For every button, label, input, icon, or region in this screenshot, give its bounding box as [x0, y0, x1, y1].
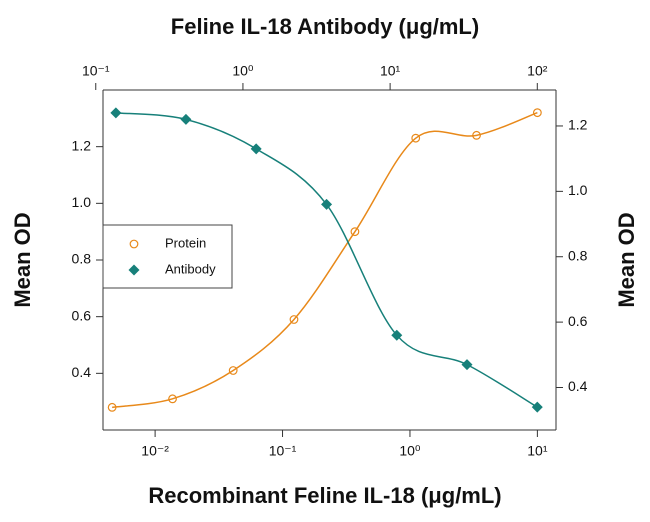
- y-tick-label: 1.0: [72, 194, 92, 210]
- point: [531, 401, 543, 413]
- fit-curve: [112, 111, 538, 409]
- x-tick-label: 10¹: [527, 443, 548, 459]
- point: [461, 359, 473, 371]
- legend-marker: [129, 239, 139, 249]
- bottom-axis-title: Recombinant Feline IL-18 (μg/mL): [148, 483, 501, 508]
- y2-tick-label: 0.4: [568, 378, 588, 394]
- point: [228, 366, 238, 375]
- point: [250, 143, 262, 155]
- point: [532, 108, 542, 118]
- y2-tick-label: 1.0: [568, 182, 588, 198]
- point: [472, 130, 481, 140]
- point: [391, 329, 403, 341]
- x-tick-label: 10⁰: [399, 443, 421, 459]
- x2-tick-label: 10¹: [380, 63, 401, 79]
- point: [168, 394, 177, 404]
- y-tick-label: 0.8: [72, 251, 92, 267]
- point: [107, 402, 117, 412]
- left-axis-title: Mean OD: [10, 212, 35, 307]
- x-tick-label: 10⁻¹: [269, 443, 297, 459]
- point: [180, 113, 192, 125]
- x2-tick-label: 10⁻¹: [82, 63, 110, 79]
- point: [289, 315, 299, 324]
- y2-tick-label: 0.6: [568, 313, 588, 329]
- top-axis-title: Feline IL-18 Antibody (μg/mL): [171, 14, 479, 39]
- point: [350, 227, 360, 237]
- y2-tick-label: 0.8: [568, 247, 588, 263]
- x2-tick-label: 10²: [527, 63, 548, 79]
- y-tick-label: 0.6: [72, 307, 92, 323]
- point: [110, 107, 122, 119]
- point: [411, 133, 421, 143]
- legend-marker: [128, 264, 140, 276]
- legend-box: [102, 224, 233, 289]
- x-tick-label: 10⁻²: [141, 443, 169, 459]
- y-tick-label: 0.4: [72, 364, 92, 380]
- legend-label: Protein: [165, 235, 206, 250]
- point: [321, 198, 333, 210]
- y2-tick-label: 1.2: [568, 117, 588, 133]
- legend-label: Antibody: [165, 261, 216, 276]
- y-tick-label: 1.2: [72, 137, 92, 153]
- x2-tick-label: 10⁰: [232, 63, 254, 79]
- right-axis-title: Mean OD: [614, 212, 639, 307]
